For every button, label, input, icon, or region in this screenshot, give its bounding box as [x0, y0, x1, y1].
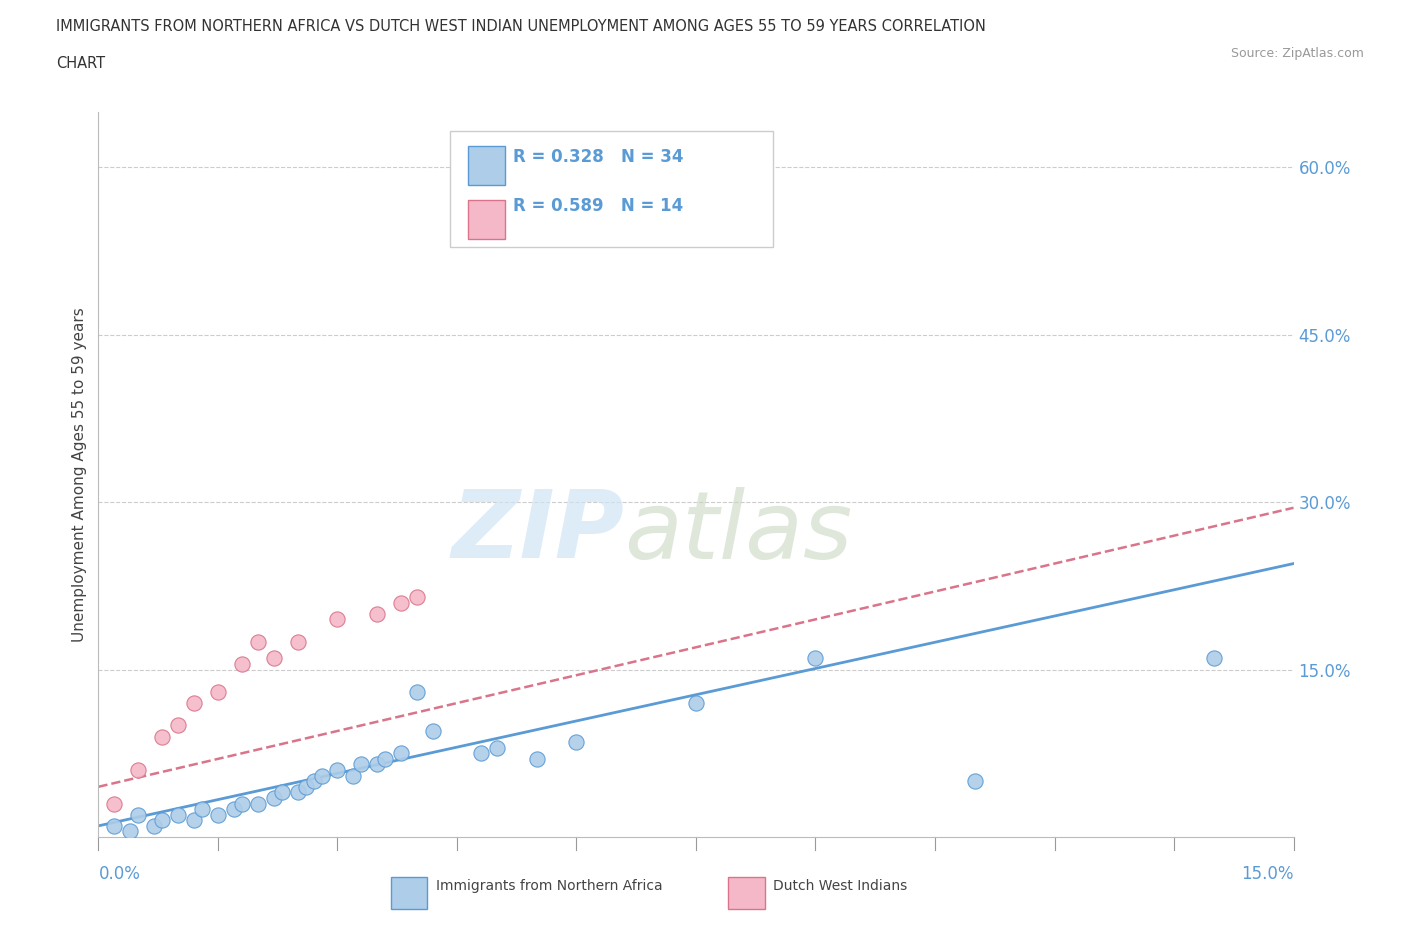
Text: CHART: CHART: [56, 56, 105, 71]
Point: [183, 696, 205, 711]
Point: [565, 735, 588, 750]
Text: R = 0.328   N = 34: R = 0.328 N = 34: [513, 148, 683, 166]
Point: [294, 779, 316, 794]
Point: [207, 807, 229, 822]
Point: [326, 612, 349, 627]
Text: 0.0%: 0.0%: [98, 866, 141, 884]
Y-axis label: Unemployment Among Ages 55 to 59 years: Unemployment Among Ages 55 to 59 years: [72, 307, 87, 642]
Text: Source: ZipAtlas.com: Source: ZipAtlas.com: [1230, 46, 1364, 60]
Text: 15.0%: 15.0%: [1241, 866, 1294, 884]
Text: atlas: atlas: [624, 486, 852, 578]
Point: [287, 785, 309, 800]
Point: [287, 634, 309, 649]
Point: [231, 657, 253, 671]
Point: [422, 724, 444, 738]
Point: [963, 774, 986, 789]
Point: [231, 796, 253, 811]
Point: [302, 774, 325, 789]
Point: [406, 684, 429, 699]
Text: Immigrants from Northern Africa: Immigrants from Northern Africa: [436, 879, 662, 893]
Point: [470, 746, 492, 761]
Point: [191, 802, 214, 817]
Point: [263, 790, 285, 805]
Point: [103, 796, 125, 811]
Point: [270, 785, 292, 800]
Text: Dutch West Indians: Dutch West Indians: [773, 879, 907, 893]
Point: [263, 651, 285, 666]
Point: [311, 768, 333, 783]
Point: [150, 813, 173, 828]
Point: [389, 595, 412, 610]
Text: IMMIGRANTS FROM NORTHERN AFRICA VS DUTCH WEST INDIAN UNEMPLOYMENT AMONG AGES 55 : IMMIGRANTS FROM NORTHERN AFRICA VS DUTCH…: [56, 19, 986, 33]
Point: [127, 807, 149, 822]
Point: [350, 757, 373, 772]
Point: [150, 729, 173, 744]
Text: R = 0.589   N = 14: R = 0.589 N = 14: [513, 197, 683, 215]
Point: [1202, 651, 1225, 666]
Point: [246, 634, 269, 649]
Point: [366, 757, 388, 772]
Point: [143, 818, 166, 833]
Point: [326, 763, 349, 777]
Point: [526, 751, 548, 766]
Point: [167, 718, 190, 733]
Point: [120, 824, 142, 839]
Point: [342, 768, 364, 783]
Point: [103, 818, 125, 833]
Point: [246, 796, 269, 811]
Point: [207, 684, 229, 699]
Text: ZIP: ZIP: [451, 486, 624, 578]
Point: [183, 813, 205, 828]
Point: [485, 740, 508, 755]
Point: [222, 802, 245, 817]
Point: [366, 606, 388, 621]
Point: [685, 696, 707, 711]
Point: [389, 746, 412, 761]
Point: [804, 651, 827, 666]
Point: [167, 807, 190, 822]
Point: [406, 590, 429, 604]
Point: [374, 751, 396, 766]
Point: [127, 763, 149, 777]
